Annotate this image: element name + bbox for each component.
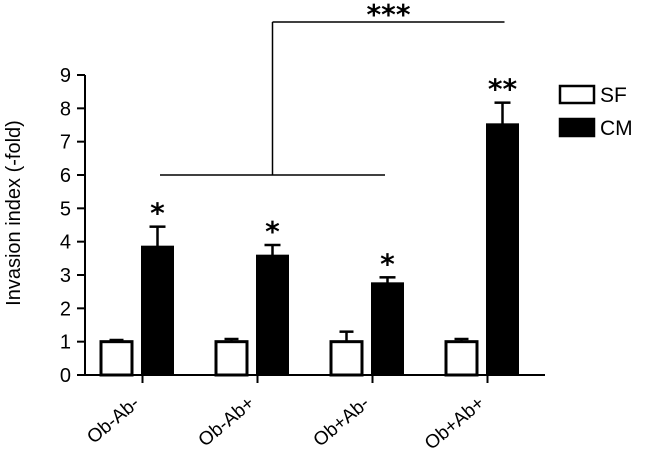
cm-bar <box>256 254 289 377</box>
chart-bars <box>99 101 519 377</box>
y-tick-label: 1 <box>60 332 71 354</box>
significance-label: ** <box>488 73 518 106</box>
bracket-significance-label: *** <box>367 0 411 31</box>
y-tick-label: 2 <box>60 298 71 320</box>
cm-bar <box>486 123 519 377</box>
significance-label: * <box>150 197 165 230</box>
y-tick-label: 8 <box>60 98 71 120</box>
y-tick-label: 3 <box>60 265 71 287</box>
sf-bar <box>444 340 479 377</box>
significance-label: * <box>380 247 395 280</box>
cm-bar <box>141 245 174 376</box>
y-tick-label: 0 <box>60 365 71 387</box>
y-tick-label: 4 <box>60 232 71 254</box>
y-tick-label: 5 <box>60 198 71 220</box>
sf-bar <box>99 340 134 377</box>
sf-bar <box>329 340 364 377</box>
x-category-label: Ob-Ab+ <box>195 393 259 452</box>
cm-bar <box>371 282 404 377</box>
chart-legend: SF CM <box>558 84 633 140</box>
y-tick-label: 7 <box>60 132 71 154</box>
sf-bar <box>214 340 249 377</box>
legend-swatch <box>558 117 596 138</box>
y-axis-title: Invasion index (-fold) <box>3 120 25 306</box>
significance-label: * <box>265 215 280 248</box>
x-category-label: Ob+Ab- <box>310 393 374 452</box>
legend-label: CM <box>600 117 633 140</box>
chart-annotations: ******** <box>150 0 517 280</box>
y-tick-label: 9 <box>60 65 71 87</box>
x-category-label: Ob+Ab+ <box>421 393 489 455</box>
chart-axes: 0 1 2 3 4 5 6 7 8 9 Ob-Ab- Ob-Ab+ Ob+Ab- Ob+Ab+ <box>60 65 545 454</box>
legend-label: SF <box>600 84 627 107</box>
y-tick-label: 6 <box>60 165 71 187</box>
x-category-label: Ob-Ab- <box>83 393 143 448</box>
legend-swatch <box>558 84 596 105</box>
